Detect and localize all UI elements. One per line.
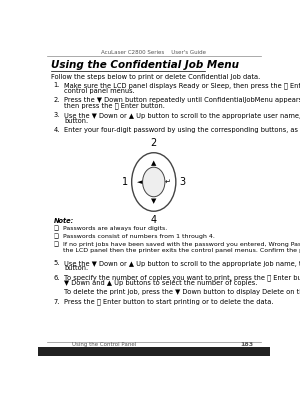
Text: 6.: 6. bbox=[54, 275, 60, 281]
Text: Use the ▼ Down or ▲ Up button to scroll to the appropriate job name, then press : Use the ▼ Down or ▲ Up button to scroll … bbox=[64, 260, 300, 266]
Text: Passwords are always four digits.: Passwords are always four digits. bbox=[63, 226, 167, 231]
Text: 5.: 5. bbox=[54, 260, 60, 266]
Text: then press the ⓣ Enter button.: then press the ⓣ Enter button. bbox=[64, 103, 165, 110]
Text: 7.: 7. bbox=[54, 299, 60, 305]
Text: To specify the number of copies you want to print, press the ⓣ Enter button, the: To specify the number of copies you want… bbox=[64, 275, 300, 281]
Text: Press the ⓣ Enter button to start printing or to delete the data.: Press the ⓣ Enter button to start printi… bbox=[64, 299, 274, 305]
Text: 3: 3 bbox=[180, 177, 186, 187]
Text: Use the ▼ Down or ▲ Up button to scroll to the appropriate user name, then press: Use the ▼ Down or ▲ Up button to scroll … bbox=[64, 112, 300, 119]
Text: ❑: ❑ bbox=[54, 226, 59, 231]
Bar bbox=[38, 347, 270, 356]
Text: ▼ Down and ▲ Up buttons to select the number of copies.: ▼ Down and ▲ Up buttons to select the nu… bbox=[64, 280, 258, 286]
Text: AcuLaser C2800 Series    User's Guide: AcuLaser C2800 Series User's Guide bbox=[101, 50, 206, 55]
Text: 183: 183 bbox=[241, 342, 254, 347]
Text: Press the ▼ Down button repeatedly until ConfidentialJobMenu appears on the LCD : Press the ▼ Down button repeatedly until… bbox=[64, 97, 300, 103]
Text: Enter your four-digit password by using the corresponding buttons, as shown belo: Enter your four-digit password by using … bbox=[64, 127, 300, 133]
Text: Passwords consist of numbers from 1 through 4.: Passwords consist of numbers from 1 thro… bbox=[63, 234, 215, 239]
Text: 4.: 4. bbox=[54, 127, 60, 133]
Text: ↵: ↵ bbox=[165, 179, 171, 185]
Text: 2.: 2. bbox=[54, 97, 60, 103]
Text: 2: 2 bbox=[151, 138, 157, 148]
Text: 4: 4 bbox=[151, 216, 157, 226]
Text: button.: button. bbox=[64, 118, 88, 124]
Text: To delete the print job, press the ▼ Down button to display Delete on the LCD pa: To delete the print job, press the ▼ Dow… bbox=[64, 290, 300, 296]
Text: ❑: ❑ bbox=[54, 242, 59, 247]
Text: Make sure the LCD panel displays Ready or Sleep, then press the ⓣ Enter button t: Make sure the LCD panel displays Ready o… bbox=[64, 82, 300, 89]
Circle shape bbox=[142, 167, 165, 197]
Text: control panel menus.: control panel menus. bbox=[64, 88, 135, 94]
Text: 1.: 1. bbox=[54, 82, 60, 88]
Text: Follow the steps below to print or delete Confidential Job data.: Follow the steps below to print or delet… bbox=[52, 74, 261, 80]
Text: Note:: Note: bbox=[54, 218, 74, 224]
Text: 3.: 3. bbox=[54, 112, 60, 118]
Text: ▲: ▲ bbox=[151, 160, 156, 166]
Text: Using the Control Panel: Using the Control Panel bbox=[72, 342, 136, 347]
Text: the LCD panel then the printer exits the control panel menus. Confirm the passwo: the LCD panel then the printer exits the… bbox=[63, 248, 300, 252]
Text: ◄: ◄ bbox=[137, 179, 142, 185]
Text: Using the Confidential Job Menu: Using the Confidential Job Menu bbox=[52, 60, 239, 70]
Text: button.: button. bbox=[64, 266, 88, 272]
Text: If no print jobs have been saved with the password you entered, Wrong Password a: If no print jobs have been saved with th… bbox=[63, 242, 300, 247]
Text: 1: 1 bbox=[122, 177, 128, 187]
Text: ❑: ❑ bbox=[54, 234, 59, 239]
Text: ▼: ▼ bbox=[151, 198, 156, 204]
